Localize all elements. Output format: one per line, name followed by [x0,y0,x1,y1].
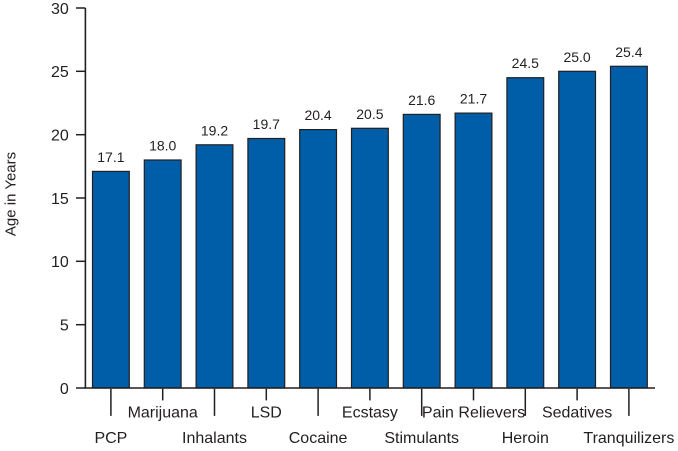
svg-text:20: 20 [51,128,69,145]
svg-text:Inhalants: Inhalants [182,430,247,447]
svg-text:19.7: 19.7 [253,116,280,132]
svg-text:24.5: 24.5 [512,55,539,71]
svg-text:15: 15 [51,191,69,208]
svg-text:5: 5 [60,318,69,335]
svg-text:25: 25 [51,64,69,81]
svg-text:0: 0 [60,381,69,398]
svg-text:Ecstasy: Ecstasy [342,405,398,422]
svg-text:17.1: 17.1 [97,149,124,165]
svg-text:Sedatives: Sedatives [542,405,612,422]
svg-text:21.7: 21.7 [460,91,487,107]
svg-text:20.5: 20.5 [356,106,383,122]
svg-text:Tranquilizers: Tranquilizers [583,430,674,447]
svg-text:Stimulants: Stimulants [384,430,459,447]
svg-text:Age in Years: Age in Years [2,152,19,236]
svg-text:LSD: LSD [251,405,282,422]
svg-text:20.4: 20.4 [304,107,331,123]
svg-text:25.0: 25.0 [563,49,590,65]
svg-text:30: 30 [51,1,69,18]
svg-text:PCP: PCP [94,430,127,447]
svg-text:19.2: 19.2 [201,122,228,138]
svg-text:10: 10 [51,254,69,271]
svg-text:Cocaine: Cocaine [289,430,348,447]
svg-text:18.0: 18.0 [149,138,176,154]
svg-text:Marijuana: Marijuana [128,405,198,422]
svg-text:Heroin: Heroin [502,430,549,447]
svg-text:Pain Relievers: Pain Relievers [422,405,525,422]
svg-text:21.6: 21.6 [408,92,435,108]
svg-text:25.4: 25.4 [615,44,642,60]
